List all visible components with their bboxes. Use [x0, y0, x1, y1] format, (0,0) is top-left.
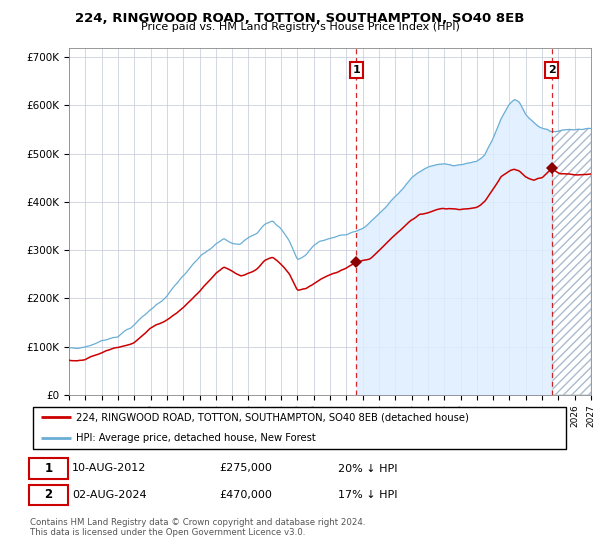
Text: 20% ↓ HPI: 20% ↓ HPI [338, 464, 397, 474]
Text: 17% ↓ HPI: 17% ↓ HPI [338, 489, 397, 500]
Text: 02-AUG-2024: 02-AUG-2024 [72, 489, 147, 500]
Text: £275,000: £275,000 [219, 464, 272, 474]
Text: 1: 1 [353, 65, 360, 75]
Text: HPI: Average price, detached house, New Forest: HPI: Average price, detached house, New … [76, 433, 316, 444]
FancyBboxPatch shape [33, 407, 566, 449]
Text: 224, RINGWOOD ROAD, TOTTON, SOUTHAMPTON, SO40 8EB (detached house): 224, RINGWOOD ROAD, TOTTON, SOUTHAMPTON,… [76, 412, 469, 422]
Text: 224, RINGWOOD ROAD, TOTTON, SOUTHAMPTON, SO40 8EB: 224, RINGWOOD ROAD, TOTTON, SOUTHAMPTON,… [76, 12, 524, 25]
FancyBboxPatch shape [29, 459, 68, 479]
Text: 2: 2 [44, 488, 52, 501]
Text: Contains HM Land Registry data © Crown copyright and database right 2024.
This d: Contains HM Land Registry data © Crown c… [30, 518, 365, 538]
Text: £470,000: £470,000 [219, 489, 272, 500]
FancyBboxPatch shape [29, 484, 68, 505]
Text: 10-AUG-2012: 10-AUG-2012 [72, 464, 146, 474]
Text: Price paid vs. HM Land Registry's House Price Index (HPI): Price paid vs. HM Land Registry's House … [140, 22, 460, 32]
Text: 2: 2 [548, 65, 556, 75]
Text: 1: 1 [44, 462, 52, 475]
